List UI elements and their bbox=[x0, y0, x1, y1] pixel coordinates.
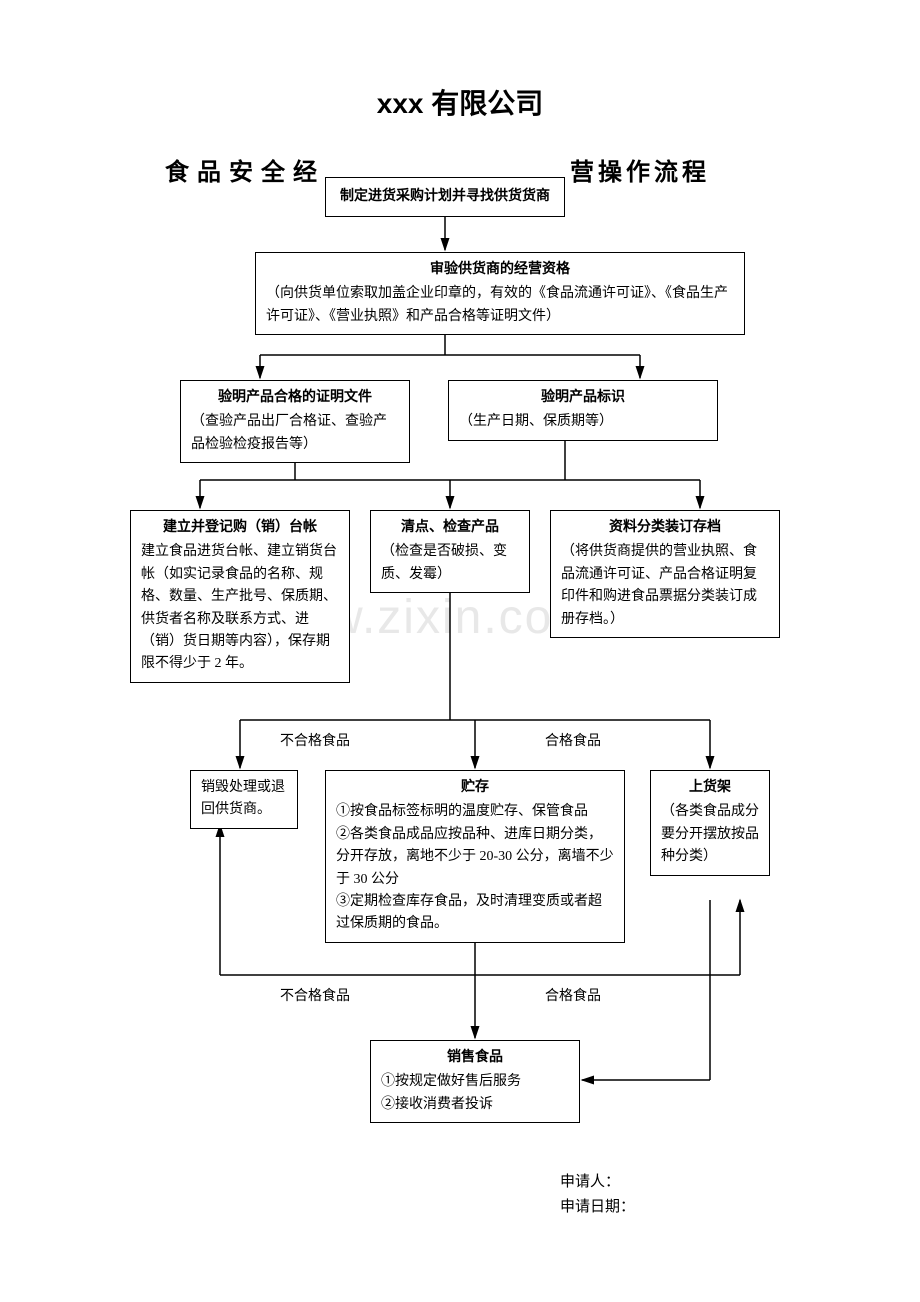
node-sales-body: ①按规定做好售后服务 ②接收消费者投诉 bbox=[381, 1071, 569, 1116]
node-inspect: 清点、检查产品 （检查是否破损、变质、发霉） bbox=[370, 510, 530, 593]
node-plan-title: 制定进货采购计划并寻找供货货商 bbox=[340, 189, 550, 204]
node-verify-cert-title: 验明产品合格的证明文件 bbox=[191, 387, 399, 409]
node-destroy-body: 销毁处理或退回供货商。 bbox=[201, 777, 287, 822]
node-ledger: 建立并登记购（销）台帐 建立食品进货台帐、建立销货台帐（如实记录食品的名称、规格… bbox=[130, 510, 350, 683]
node-verify-cert-body: （查验产品出厂合格证、查验产品检验检疫报告等） bbox=[191, 411, 399, 456]
node-shelf-body: （各类食品成分要分开摆放按品种分类） bbox=[661, 801, 759, 868]
node-ledger-title: 建立并登记购（销）台帐 bbox=[141, 517, 339, 539]
node-storage-title: 贮存 bbox=[336, 777, 614, 799]
node-archive: 资料分类装订存档 （将供货商提供的营业执照、食品流通许可证、产品合格证明复印件和… bbox=[550, 510, 780, 638]
node-storage-body: ①按食品标签标明的温度贮存、保管食品 ②各类食品成品应按品种、进库日期分类，分开… bbox=[336, 801, 614, 935]
node-verify-label-body: （生产日期、保质期等） bbox=[459, 411, 707, 433]
node-shelf: 上货架 （各类食品成分要分开摆放按品种分类） bbox=[650, 770, 770, 876]
node-verify-supplier-body: （向供货单位索取加盖企业印章的，有效的《食品流通许可证》、《食品生产许可证》、《… bbox=[266, 283, 734, 328]
node-sales-title: 销售食品 bbox=[381, 1047, 569, 1069]
node-verify-supplier-title: 审验供货商的经营资格 bbox=[266, 259, 734, 281]
node-verify-cert: 验明产品合格的证明文件 （查验产品出厂合格证、查验产品检验检疫报告等） bbox=[180, 380, 410, 463]
edge-label-fail-2: 不合格食品 bbox=[280, 985, 350, 1005]
edge-label-pass-1: 合格食品 bbox=[545, 730, 601, 750]
node-shelf-title: 上货架 bbox=[661, 777, 759, 799]
node-archive-title: 资料分类装订存档 bbox=[561, 517, 769, 539]
node-archive-body: （将供货商提供的营业执照、食品流通许可证、产品合格证明复印件和购进食品票据分类装… bbox=[561, 541, 769, 631]
node-verify-label: 验明产品标识 （生产日期、保质期等） bbox=[448, 380, 718, 441]
node-plan: 制定进货采购计划并寻找供货货商 bbox=[325, 177, 565, 217]
node-inspect-body: （检查是否破损、变质、发霉） bbox=[381, 541, 519, 586]
edge-label-fail-1: 不合格食品 bbox=[280, 730, 350, 750]
node-verify-label-title: 验明产品标识 bbox=[459, 387, 707, 409]
node-ledger-body: 建立食品进货台帐、建立销货台帐（如实记录食品的名称、规格、数量、生产批号、保质期… bbox=[141, 541, 339, 675]
node-destroy: 销毁处理或退回供货商。 bbox=[190, 770, 298, 829]
edge-label-pass-2: 合格食品 bbox=[545, 985, 601, 1005]
node-inspect-title: 清点、检查产品 bbox=[381, 517, 519, 539]
node-storage: 贮存 ①按食品标签标明的温度贮存、保管食品 ②各类食品成品应按品种、进库日期分类… bbox=[325, 770, 625, 943]
node-sales: 销售食品 ①按规定做好售后服务 ②接收消费者投诉 bbox=[370, 1040, 580, 1123]
node-verify-supplier: 审验供货商的经营资格 （向供货单位索取加盖企业印章的，有效的《食品流通许可证》、… bbox=[255, 252, 745, 335]
